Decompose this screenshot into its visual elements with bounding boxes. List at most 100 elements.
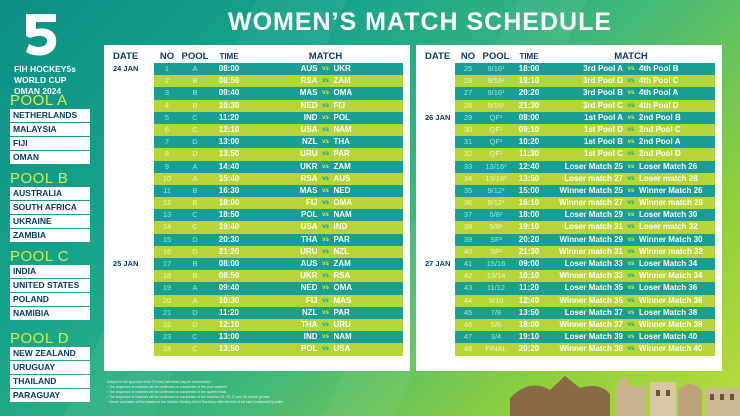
home-team: 1st Pool C [583, 149, 623, 159]
match-pool: B [192, 88, 198, 98]
match-date [111, 343, 154, 356]
versus-label: vs [322, 334, 329, 341]
match-row: 24 C 13:50 POL vs USA [111, 343, 403, 356]
pool-title: POOL B [10, 170, 69, 187]
footnotes: Subject to the approval of the FIH any i… [107, 380, 407, 405]
match-time: 10:20 [518, 137, 540, 147]
match-teams: NZL vs PAR [248, 307, 403, 319]
logo-text-line1: FIH HOCKEY5s [14, 64, 76, 74]
match-row: 6 C 12:10 USA vs NAM [111, 123, 403, 137]
away-team: Winner Match 26 [639, 185, 703, 195]
away-team: AUS [333, 173, 351, 183]
away-team: Winner Match 30 [639, 234, 703, 244]
versus-label: vs [627, 78, 635, 85]
home-team: URU [300, 246, 318, 256]
match-date [423, 148, 455, 161]
home-team: 3rd Pool A [583, 64, 623, 73]
match-pool: QF¹ [489, 124, 503, 134]
match-date [423, 123, 455, 137]
match-number: 2 [164, 76, 170, 86]
match-row: 7 D 13:00 NZL vs THA [111, 136, 403, 149]
match-time: 20:20 [518, 88, 540, 98]
match-date [423, 233, 455, 246]
away-team: URU [333, 319, 351, 329]
match-row: 26 JAN 29 QF¹ 08:00 1st Pool A vs 2nd Pool B [423, 111, 715, 124]
versus-label: vs [627, 66, 635, 72]
match-number: 27 [463, 88, 473, 98]
match-number: 19 [162, 283, 172, 293]
match-number: 38 [463, 222, 473, 232]
match-pool: B [192, 198, 198, 208]
match-time: 08:00 [518, 112, 540, 122]
home-team: Loser Match 37 [564, 307, 623, 317]
away-team: Winner match 28 [639, 198, 703, 208]
home-team: Loser Match 39 [564, 332, 623, 342]
match-time: 18:50 [218, 210, 240, 220]
home-team: Loser match 31 [564, 222, 623, 232]
match-teams: THA vs PAR [248, 234, 403, 246]
home-team: 3rd Pool B [582, 88, 623, 98]
team-name: INDIA [10, 265, 90, 278]
match-row: 18 B 08:50 UKR vs RSA [111, 270, 403, 283]
match-pool: 7/8 [490, 307, 502, 317]
match-pool: A [192, 173, 198, 183]
match-number: 35 [463, 185, 473, 195]
match-date [423, 270, 455, 283]
header-time: TIME [519, 52, 539, 61]
match-pool: 5/6 [490, 319, 502, 329]
match-time: 21:20 [218, 246, 240, 256]
away-team: NAM [333, 332, 352, 342]
match-time: 08:00 [218, 64, 240, 73]
match-row: 33 13/16³ 12:40 Loser Match 25 vs Loser Match… [423, 160, 715, 173]
match-row: 32 QF¹ 11:30 1st Pool C vs 2nd Pool D [423, 148, 715, 161]
match-number: 48 [463, 344, 473, 354]
versus-label: vs [322, 139, 329, 146]
match-pool: D [192, 307, 198, 317]
home-team: MAS [299, 88, 318, 98]
match-row: 4 B 10:30 NED vs FIJ [111, 99, 403, 112]
match-row: 44 9/10 12:40 Winner Match 35 vs Winner Match… [423, 294, 715, 307]
match-number: 29 [463, 112, 473, 122]
match-date [423, 306, 455, 319]
team-name: OMAN [10, 151, 90, 164]
home-team: 1st Pool B [583, 137, 623, 147]
away-team: 2nd Pool D [639, 149, 681, 159]
match-time: 18:00 [518, 319, 540, 329]
away-team: Loser match 32 [639, 222, 698, 232]
versus-label: vs [627, 200, 635, 207]
away-team: IND [333, 222, 348, 232]
match-time: 11:30 [518, 149, 540, 159]
match-number: 23 [162, 332, 172, 342]
versus-label: vs [627, 236, 635, 243]
versus-label: vs [322, 297, 329, 304]
match-teams: NED vs OMA [248, 282, 403, 294]
versus-label: vs [627, 297, 635, 304]
match-pool: B [192, 76, 198, 86]
match-row: 43 11/12 11:20 Loser Match 35 vs Loser Match … [423, 282, 715, 295]
match-pool: A [192, 161, 198, 171]
match-number: 20 [162, 295, 172, 305]
away-team: Winner Match 36 [639, 295, 703, 305]
match-time: 19:40 [218, 222, 240, 232]
match-teams: UKR vs ZAM [248, 161, 403, 173]
away-team: PAR [333, 149, 350, 159]
match-teams: 3rd Pool C vs 4th Pool D [547, 100, 715, 112]
match-row: 35 9/12³ 15:00 Winner Match 25 vs Winner Matc… [423, 184, 715, 198]
match-date [111, 99, 154, 112]
match-row: 46 5/6 18:00 Winner Match 37 vs Winner Match … [423, 318, 715, 332]
match-row: 40 SF² 21:30 Winner match 31 vs Winner match … [423, 245, 715, 258]
away-team: ZAM [333, 76, 351, 86]
footnote-line: ¹ The sequence of matches will be confir… [107, 385, 227, 389]
pool-title: POOL C [10, 248, 70, 265]
match-date [111, 331, 154, 344]
match-time: 10:30 [218, 100, 240, 110]
match-pool: QF¹ [489, 149, 503, 159]
match-row: 14 C 19:40 USA vs IND [111, 221, 403, 234]
away-team: UKR [333, 64, 351, 73]
versus-label: vs [322, 187, 329, 194]
header-pool: POOL [482, 51, 510, 62]
match-teams: Loser Match 37 vs Loser Match 38 [547, 307, 715, 319]
match-number: 22 [162, 319, 172, 329]
match-row: 36 9/12³ 16:10 Winner match 27 vs Winner matc… [423, 197, 715, 210]
home-team: USA [300, 124, 318, 134]
